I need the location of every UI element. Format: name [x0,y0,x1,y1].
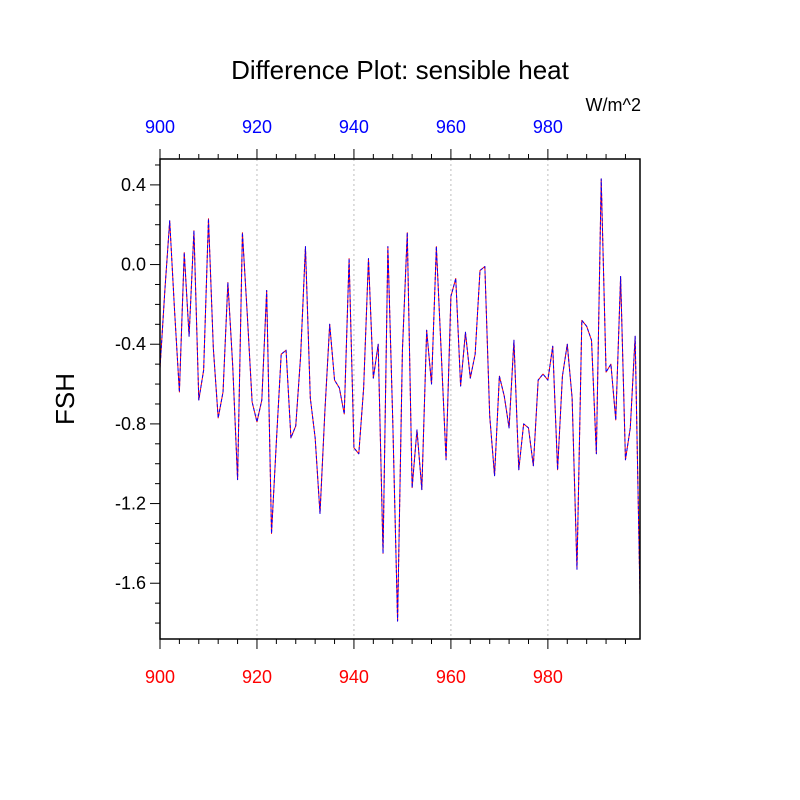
x-tick-label-bottom: 960 [436,667,466,687]
y-tick-label: -1.2 [115,494,146,514]
y-tick-label: -1.6 [115,573,146,593]
series-line-1 [159,178,641,622]
axes: 900 900 920 920 940 940 960 960 980 980 0.4 0.0 -0.4… [115,117,626,687]
x-tick-label-top: 980 [533,117,563,137]
y-tick-label: 0.4 [121,175,146,195]
y-tick-label: -0.8 [115,414,146,434]
x-tick-label-bottom: 900 [145,667,175,687]
x-tick-label-bottom: 940 [339,667,369,687]
series-layer [159,178,641,622]
chart-title: Difference Plot: sensible heat [231,55,569,85]
plot-frame [159,158,641,640]
units-label: W/m^2 [586,95,641,115]
series-line-2 [159,178,641,622]
x-tick-label-bottom: 980 [533,667,563,687]
x-tick-label-top: 960 [436,117,466,137]
x-tick-label-top: 940 [339,117,369,137]
x-tick-label-top: 920 [242,117,272,137]
x-tick-label-top: 900 [145,117,175,137]
y-tick-label: -0.4 [115,334,146,354]
x-tick-label-bottom: 920 [242,667,272,687]
y-tick-label: 0.0 [121,255,146,275]
grid [256,159,549,639]
y-axis-label: FSH [50,373,80,425]
